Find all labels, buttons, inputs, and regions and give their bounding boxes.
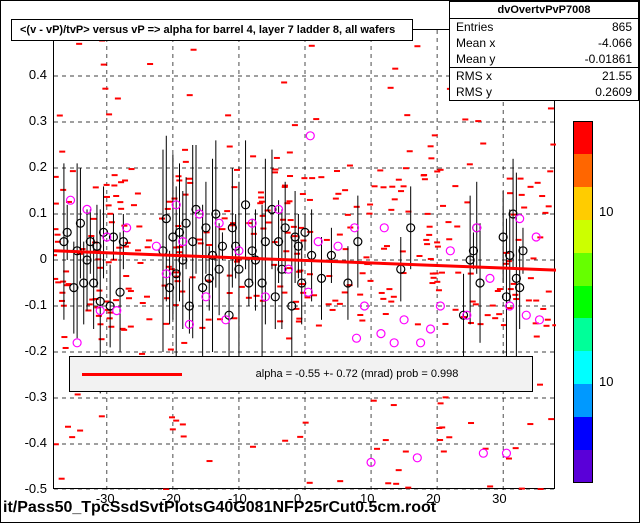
x-tick-label: -20: [162, 491, 181, 506]
stats-row: RMS y 0.2609: [450, 84, 638, 100]
plot-title-box: <(v - vP)/tvP> versus vP => alpha for ba…: [11, 19, 413, 41]
y-tick-label: 0.1: [29, 205, 47, 220]
colorbar-border: [573, 121, 593, 483]
y-tick-label: -0.2: [25, 343, 47, 358]
stats-row: RMS x 21.55: [450, 67, 638, 84]
y-tick-label: -0.1: [25, 297, 47, 312]
x-tick-label: 10: [360, 491, 374, 506]
y-tick-label: -0.3: [25, 389, 47, 404]
stats-row: Mean x -4.066: [450, 35, 638, 51]
x-tick-label: -30: [96, 491, 115, 506]
fit-legend-box: alpha = -0.55 +- 0.72 (mrad) prob = 0.99…: [69, 356, 533, 392]
fit-legend-text: alpha = -0.55 +- 0.72 (mrad) prob = 0.99…: [182, 368, 532, 380]
stats-value: -4.066: [598, 36, 632, 50]
stats-row: Mean y -0.01861: [450, 51, 638, 67]
y-tick-label: 0.2: [29, 159, 47, 174]
x-tick-label: 30: [492, 491, 506, 506]
y-tick-label: -0.5: [25, 481, 47, 496]
stats-row: Entries 865: [450, 19, 638, 35]
stats-header: dvOvertvPvP7008: [450, 2, 638, 19]
y-tick-label: -0.4: [25, 435, 47, 450]
y-tick-label: 0: [40, 251, 47, 266]
x-tick-label: 0: [294, 491, 301, 506]
plot-title-text: <(v - vP)/tvP> versus vP => alpha for ba…: [20, 24, 395, 36]
x-tick-label: 20: [426, 491, 440, 506]
stats-label: RMS x: [456, 69, 492, 83]
stats-box: dvOvertvPvP7008 Entries865Mean x-4.066Me…: [449, 1, 639, 101]
x-tick-label: -10: [228, 491, 247, 506]
stats-label: RMS y: [456, 85, 492, 99]
stats-label: Mean x: [456, 36, 495, 50]
figure: <(v - vP)/tvP> versus vP => alpha for ba…: [0, 0, 640, 523]
y-tick-label: 0.3: [29, 113, 47, 128]
stats-value: 0.2609: [595, 85, 632, 99]
stats-label: Entries: [456, 20, 493, 34]
fit-legend-line: [82, 373, 182, 376]
colorbar-tick-label: 10: [599, 204, 613, 219]
colorbar: [573, 121, 593, 483]
y-tick-label: 0.4: [29, 67, 47, 82]
stats-value: -0.01861: [585, 52, 632, 66]
stats-value: 865: [612, 20, 632, 34]
stats-label: Mean y: [456, 52, 495, 66]
colorbar-tick-label: 10: [599, 374, 613, 389]
stats-value: 21.55: [602, 69, 632, 83]
